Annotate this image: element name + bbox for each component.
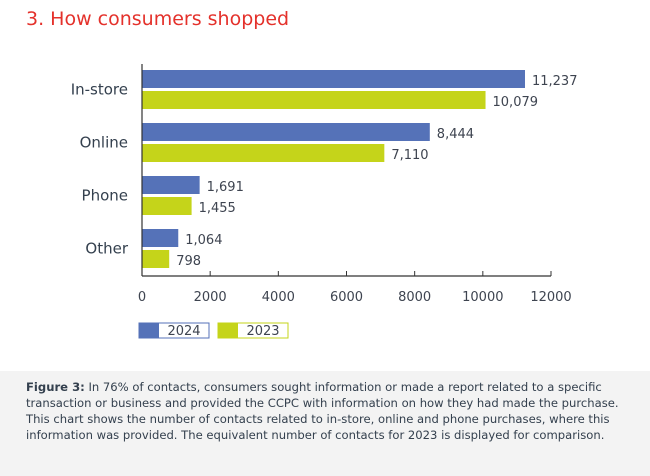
- data-label: 1,064: [185, 233, 222, 248]
- data-label: 10,079: [493, 95, 538, 110]
- legend-label: 2023: [246, 324, 279, 339]
- bar-2024: [142, 70, 525, 88]
- legend-swatch-2023: [218, 323, 238, 338]
- data-label: 7,110: [391, 148, 428, 163]
- category-label: In-store: [71, 81, 128, 99]
- bar-2024: [142, 229, 179, 247]
- legend-label: 2024: [167, 324, 200, 339]
- x-tick-label: 10000: [462, 290, 503, 305]
- bar-2023: [142, 250, 170, 268]
- category-label: Phone: [82, 187, 128, 205]
- bar-2024: [142, 123, 430, 141]
- section-title: 3. How consumers shopped: [26, 8, 290, 30]
- data-label: 1,691: [207, 180, 244, 195]
- x-tick-label: 0: [138, 290, 146, 305]
- figure-caption: Figure 3: In 76% of contacts, consumers …: [0, 371, 650, 476]
- data-label: 8,444: [437, 127, 474, 142]
- legend-swatch-2024: [139, 323, 159, 338]
- bar-chart: In-store 11,237 10,079 Online 8,444 7,110 Phon…: [71, 64, 578, 339]
- bar-2023: [142, 197, 192, 215]
- x-tick-label: 6000: [330, 290, 363, 305]
- bar-2024: [142, 176, 200, 194]
- data-label: 1,455: [199, 201, 236, 216]
- data-label: 798: [176, 254, 201, 269]
- x-tick-label: 4000: [262, 290, 295, 305]
- category-label: Online: [80, 134, 128, 152]
- bar-2023: [142, 144, 385, 162]
- bar-2023: [142, 91, 486, 109]
- data-label: 11,237: [532, 74, 578, 89]
- caption-text: In 76% of contacts, consumers sought inf…: [26, 380, 619, 442]
- caption-label: Figure 3:: [26, 380, 85, 394]
- x-tick-label: 2000: [194, 290, 227, 305]
- category-label: Other: [85, 240, 128, 258]
- x-tick-label: 8000: [398, 290, 431, 305]
- x-tick-label: 12000: [530, 290, 571, 305]
